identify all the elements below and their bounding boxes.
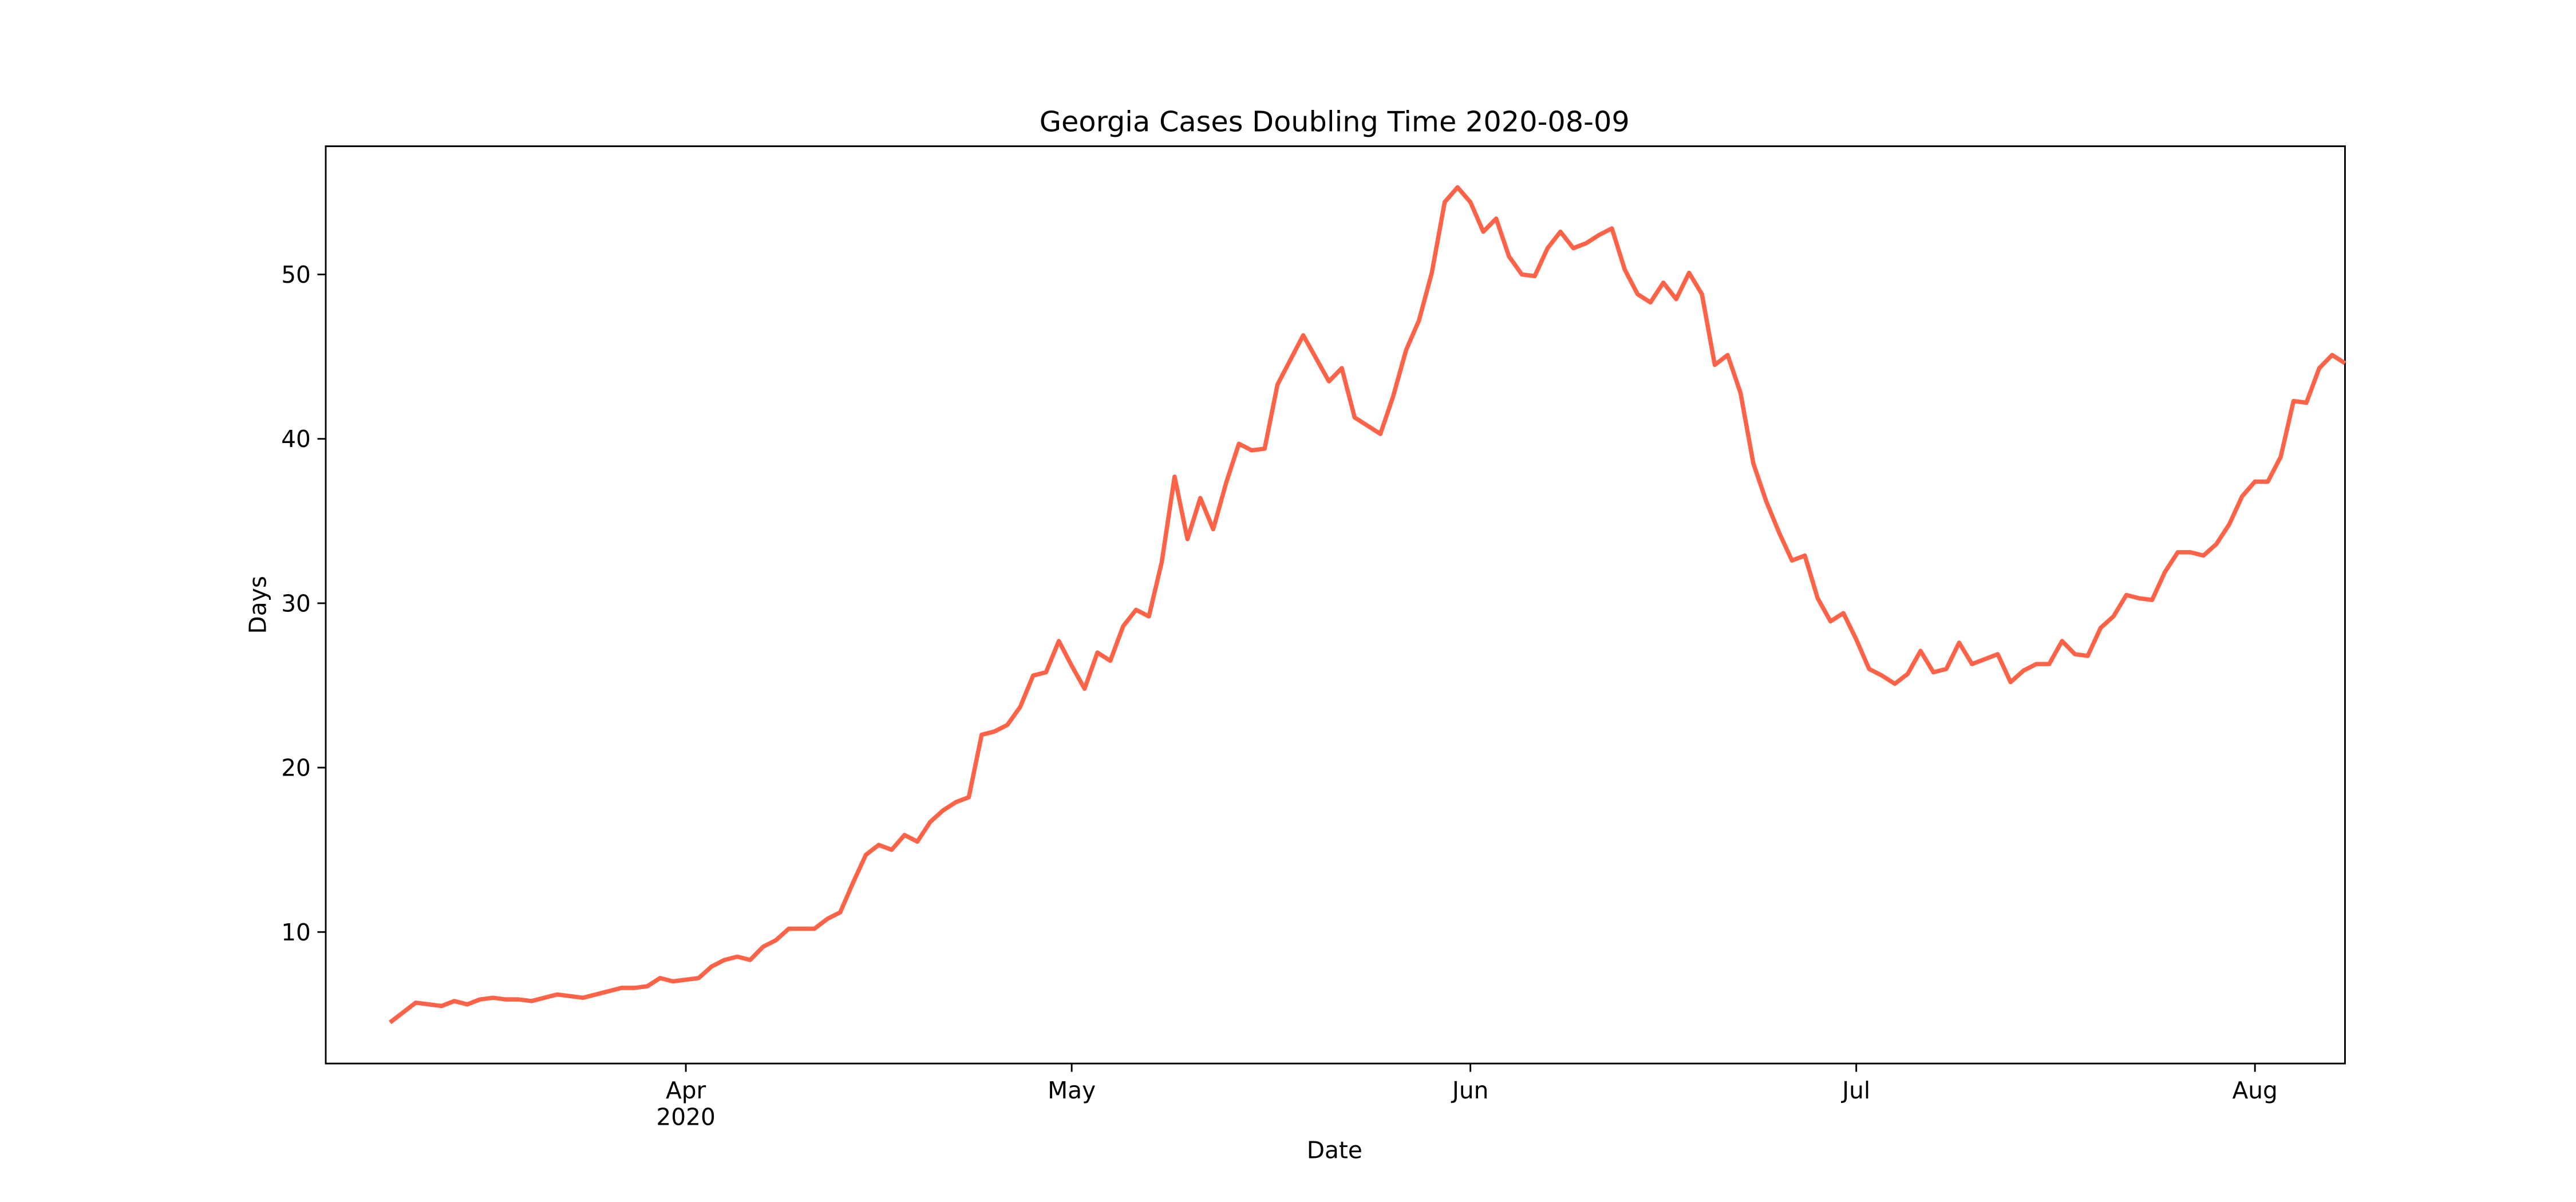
x-axis-label: Date xyxy=(1307,1137,1362,1164)
plot-frame xyxy=(325,145,2346,1065)
data-line xyxy=(389,185,2346,1025)
y-tick-label: 50 xyxy=(281,261,311,288)
x-tick-label: Jul xyxy=(1842,1078,1871,1105)
x-tick-label: Jun xyxy=(1452,1078,1489,1105)
y-tick-label: 20 xyxy=(281,754,311,782)
chart-title: Georgia Cases Doubling Time 2020-08-09 xyxy=(1040,105,1630,138)
x-tick-label: Apr 2020 xyxy=(656,1078,716,1132)
y-axis-label: Days xyxy=(244,576,272,634)
x-tick-label: May xyxy=(1048,1078,1096,1105)
y-tick-label: 40 xyxy=(281,425,311,453)
x-tick-label: Aug xyxy=(2232,1078,2278,1105)
y-tick-label: 30 xyxy=(281,590,311,617)
y-tick-label: 10 xyxy=(281,919,311,946)
